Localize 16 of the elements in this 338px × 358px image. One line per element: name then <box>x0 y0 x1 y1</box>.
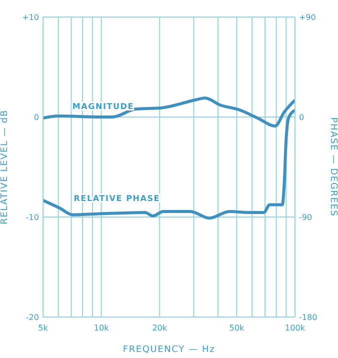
y-tick-label: -20 <box>26 313 39 322</box>
y-tick-label: +10 <box>22 13 39 22</box>
x-tick-label: 5k <box>38 324 48 333</box>
x-tick-label: 20k <box>152 324 168 333</box>
y-axis-title: RELATIVE LEVEL — dB <box>0 110 10 224</box>
x-tick-label: 10k <box>94 324 110 333</box>
y2-tick-label: 0 <box>299 113 304 122</box>
x-tick-label: 100k <box>285 324 306 333</box>
y2-tick-label: -180 <box>299 313 318 322</box>
y-tick-label: -10 <box>26 213 39 222</box>
y2-tick-label: +90 <box>299 13 316 22</box>
y2-tick-label: -90 <box>299 213 312 222</box>
x-tick-label: 50k <box>229 324 244 333</box>
y2-axis-title: PHASE — DEGREES <box>328 117 338 217</box>
y-tick-label: 0 <box>34 113 39 122</box>
x-axis-title: FREQUENCY — Hz <box>122 345 216 355</box>
